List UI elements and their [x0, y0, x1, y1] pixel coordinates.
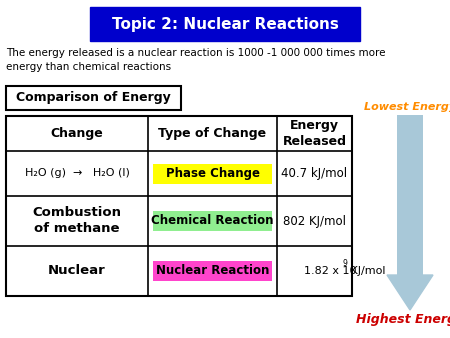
Text: Combustion
of methane: Combustion of methane — [32, 207, 122, 236]
Bar — [153, 261, 272, 281]
Text: 1.82 x 10: 1.82 x 10 — [305, 266, 357, 276]
Text: 9: 9 — [342, 260, 347, 268]
Bar — [153, 164, 272, 184]
Text: KJ/mol: KJ/mol — [347, 266, 386, 276]
Text: Type of Change: Type of Change — [158, 127, 266, 140]
Text: H₂O (g)  →   H₂O (l): H₂O (g) → H₂O (l) — [25, 169, 130, 178]
Bar — [6, 86, 181, 110]
Text: Chemical Reaction: Chemical Reaction — [151, 215, 274, 227]
Text: Highest Energy: Highest Energy — [356, 313, 450, 326]
Text: 40.7 kJ/mol: 40.7 kJ/mol — [281, 167, 347, 180]
Bar — [6, 116, 352, 296]
Text: The energy released is a nuclear reaction is 1000 -1 000 000 times more
energy t: The energy released is a nuclear reactio… — [6, 48, 386, 72]
Text: 802 KJ/mol: 802 KJ/mol — [283, 215, 346, 227]
Polygon shape — [387, 275, 433, 310]
Text: Nuclear Reaction: Nuclear Reaction — [156, 265, 269, 277]
Text: Phase Change: Phase Change — [166, 167, 260, 180]
Text: Change: Change — [50, 127, 104, 140]
Text: Lowest Energy: Lowest Energy — [364, 102, 450, 112]
Text: Comparison of Energy: Comparison of Energy — [16, 92, 171, 104]
Bar — [153, 211, 272, 231]
Bar — [90, 7, 360, 41]
Bar — [397, 115, 423, 275]
Text: Nuclear: Nuclear — [48, 265, 106, 277]
Text: Topic 2: Nuclear Reactions: Topic 2: Nuclear Reactions — [112, 17, 338, 31]
Text: Energy
Released: Energy Released — [283, 119, 346, 148]
